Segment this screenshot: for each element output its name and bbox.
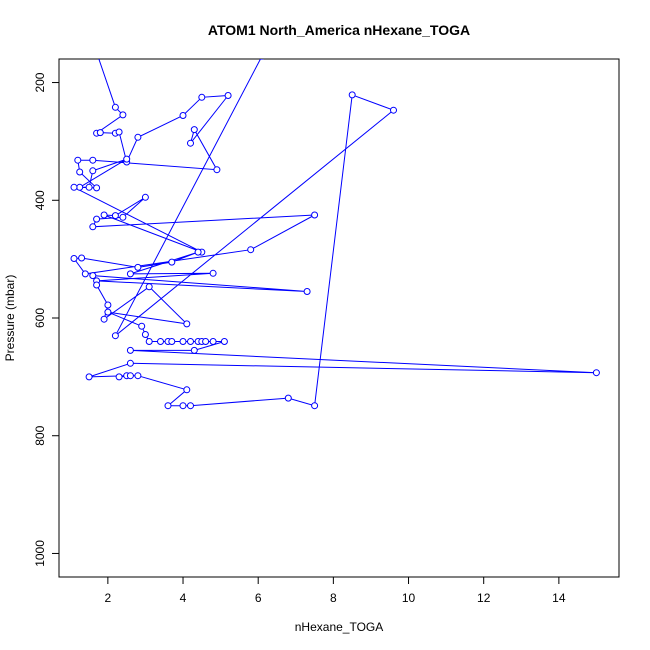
data-point — [70, 183, 78, 191]
data-point — [138, 322, 146, 330]
x-tick-label: 2 — [105, 591, 112, 605]
data-point — [179, 112, 187, 119]
data-point — [187, 338, 194, 345]
data-point — [284, 394, 292, 402]
data-point — [168, 338, 176, 345]
x-axis-label: nHexane_TOGA — [295, 620, 384, 634]
x-tick-label: 10 — [402, 591, 416, 605]
data-point — [89, 272, 97, 280]
x-tick-label: 6 — [255, 591, 262, 605]
data-point — [164, 402, 172, 410]
x-tick-label: 4 — [180, 591, 187, 605]
data-point — [74, 156, 82, 164]
data-point — [190, 126, 198, 134]
data-point — [81, 270, 89, 278]
data-point — [123, 155, 131, 163]
data-point — [126, 346, 134, 354]
data-point — [168, 258, 176, 266]
data-point — [247, 246, 255, 254]
y-tick-label: 400 — [33, 190, 47, 210]
data-point — [96, 129, 104, 137]
data-point — [70, 255, 78, 262]
plot-frame — [58, 58, 620, 578]
data-point — [179, 338, 187, 345]
data-point — [390, 106, 397, 114]
data-point — [76, 168, 84, 176]
y-tick-label: 1000 — [33, 540, 47, 567]
data-point — [119, 213, 127, 221]
y-tick-label: 600 — [33, 308, 47, 328]
data-point — [126, 372, 134, 380]
data-point — [303, 288, 311, 295]
data-point — [213, 166, 221, 174]
data-point — [220, 338, 228, 345]
data-point — [224, 92, 232, 99]
y-tick-label: 200 — [33, 72, 47, 92]
data-point — [115, 128, 123, 136]
data-point — [85, 373, 93, 381]
data-point — [93, 184, 101, 192]
data-point — [111, 103, 119, 111]
data-point — [93, 215, 101, 223]
data-point — [209, 338, 217, 345]
y-axis-label: Pressure (mbar) — [3, 275, 17, 362]
data-point — [187, 402, 194, 410]
data-point — [194, 248, 202, 256]
data-point — [93, 281, 101, 289]
data-point — [311, 402, 319, 410]
data-point — [104, 301, 112, 309]
y-tick-label: 800 — [33, 425, 47, 445]
data-point — [111, 332, 119, 340]
data-point — [115, 373, 123, 381]
data-point — [100, 315, 108, 323]
data-point — [183, 320, 191, 328]
data-point — [145, 283, 153, 291]
data-point — [348, 91, 356, 99]
x-tick-label: 8 — [330, 591, 337, 605]
data-point — [141, 331, 149, 338]
data-point — [89, 156, 97, 164]
data-point — [78, 254, 86, 262]
data-series — [70, 38, 600, 410]
data-point — [89, 167, 97, 175]
data-point — [209, 269, 217, 277]
data-point — [311, 211, 319, 219]
x-axis: 2 4 6 8 10 12 14 — [105, 577, 566, 605]
x-tick-label: 14 — [552, 591, 566, 605]
data-point — [111, 212, 119, 220]
data-point — [90, 38, 96, 44]
x-tick-label: 12 — [477, 591, 491, 605]
data-point — [119, 111, 127, 119]
data-point — [190, 346, 198, 354]
data-point — [134, 372, 142, 380]
data-point — [183, 386, 191, 394]
data-point — [141, 193, 149, 201]
data-point — [179, 402, 187, 410]
data-point — [592, 369, 600, 377]
data-point — [85, 183, 93, 191]
data-point — [198, 93, 206, 101]
data-point — [202, 338, 210, 345]
data-point — [89, 223, 97, 231]
data-point — [145, 338, 153, 345]
data-point — [187, 139, 194, 147]
data-point — [100, 211, 108, 219]
data-point — [104, 308, 112, 316]
data-point — [126, 359, 134, 367]
data-point — [157, 338, 164, 345]
data-point — [134, 263, 142, 271]
series-line — [73, 59, 597, 407]
data-point — [76, 183, 84, 191]
data-point — [126, 270, 134, 278]
y-axis: 200 400 600 800 1000 — [33, 72, 59, 567]
chart-title: ATOM1 North_America nHexane_TOGA — [208, 22, 470, 38]
data-point — [134, 133, 142, 141]
data-point — [260, 59, 264, 60]
